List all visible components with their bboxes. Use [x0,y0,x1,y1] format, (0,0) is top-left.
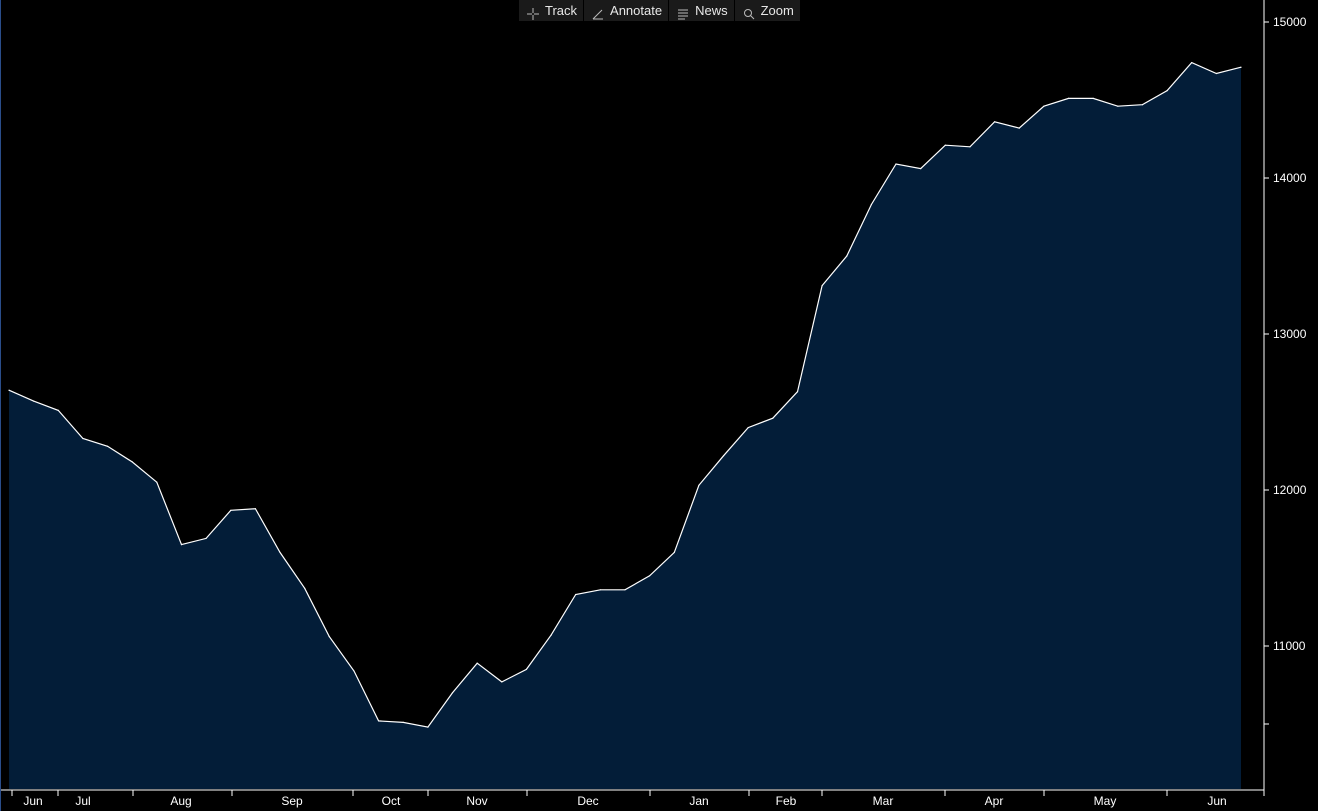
data-point [1092,97,1094,99]
data-point [846,255,848,257]
data-point [1141,104,1143,106]
data-point [821,285,823,287]
data-point [895,163,897,165]
x-tick-label: Dec [577,794,598,808]
data-point [870,203,873,206]
data-point [673,551,675,554]
data-point [944,144,946,146]
data-point [328,636,330,638]
data-point [33,400,35,402]
data-point [131,461,133,463]
data-point [8,389,10,391]
data-point [723,455,725,457]
x-tick-label: Mar [873,794,894,808]
data-point [254,508,256,510]
data-point [1018,127,1020,129]
data-point [969,146,971,148]
data-point [57,409,59,411]
series-area [9,62,1241,790]
x-tick-label: Nov [466,794,487,808]
x-tick-label: Sep [281,794,303,808]
data-point [1240,66,1242,68]
data-point [525,668,528,671]
data-point [82,437,84,440]
x-tick-label: Apr [985,794,1004,808]
zoom-label: Zoom [760,3,794,18]
data-point [156,481,158,483]
y-tick-label: 11000 [1273,639,1306,653]
data-point [279,551,281,554]
x-tick-label: Jul [75,794,90,808]
x-tick-label: Feb [776,794,797,808]
data-point [427,726,429,728]
data-point [698,484,700,486]
data-point [378,720,380,722]
data-point [649,575,651,577]
data-point [107,445,109,447]
data-point [304,587,306,589]
chart-toolbar: Track Annotate News Zoom [519,0,800,21]
pencil-icon [592,5,604,19]
data-point [550,634,552,636]
x-tick-label: May [1094,794,1117,808]
data-point [353,670,355,672]
data-point [402,721,404,724]
y-tick-label: 12000 [1273,483,1307,497]
y-tick-label: 14000 [1273,171,1307,185]
track-button[interactable]: Track [519,0,584,21]
data-point [476,662,478,664]
data-point [624,589,626,591]
zoom-button[interactable]: Zoom [734,0,800,21]
y-tick-label: 15000 [1273,15,1307,29]
x-tick-label: Jan [689,794,708,808]
news-button[interactable]: News [669,0,734,21]
data-point [501,681,503,683]
plot-area [8,61,1242,790]
data-point [796,391,799,393]
data-point [575,593,577,596]
y-tick-label: 13000 [1273,327,1307,341]
data-point [205,537,207,540]
track-label: Track [545,3,578,18]
annotate-label: Annotate [610,3,663,18]
data-point [599,589,602,591]
annotate-button[interactable]: Annotate [584,0,669,21]
data-point [747,427,749,429]
data-point [230,509,232,511]
x-tick-label: Jun [1207,794,1226,808]
data-point [1043,105,1045,107]
x-tick-label: Aug [170,794,191,808]
data-point [1191,62,1193,64]
x-tick-label: Jun [23,794,42,808]
window-edge [0,0,1,811]
magnifier-icon [743,5,755,19]
data-point [1215,72,1217,75]
data-point [1117,105,1119,107]
data-point [180,544,183,546]
data-point [920,168,922,170]
data-point [1067,97,1070,99]
news-icon [677,5,689,19]
data-point [772,417,774,419]
crosshair-icon [527,5,539,20]
data-point [1166,90,1168,92]
data-point [994,121,996,123]
news-label: News [695,3,728,18]
x-tick-label: Oct [382,794,401,808]
data-point [451,692,454,694]
